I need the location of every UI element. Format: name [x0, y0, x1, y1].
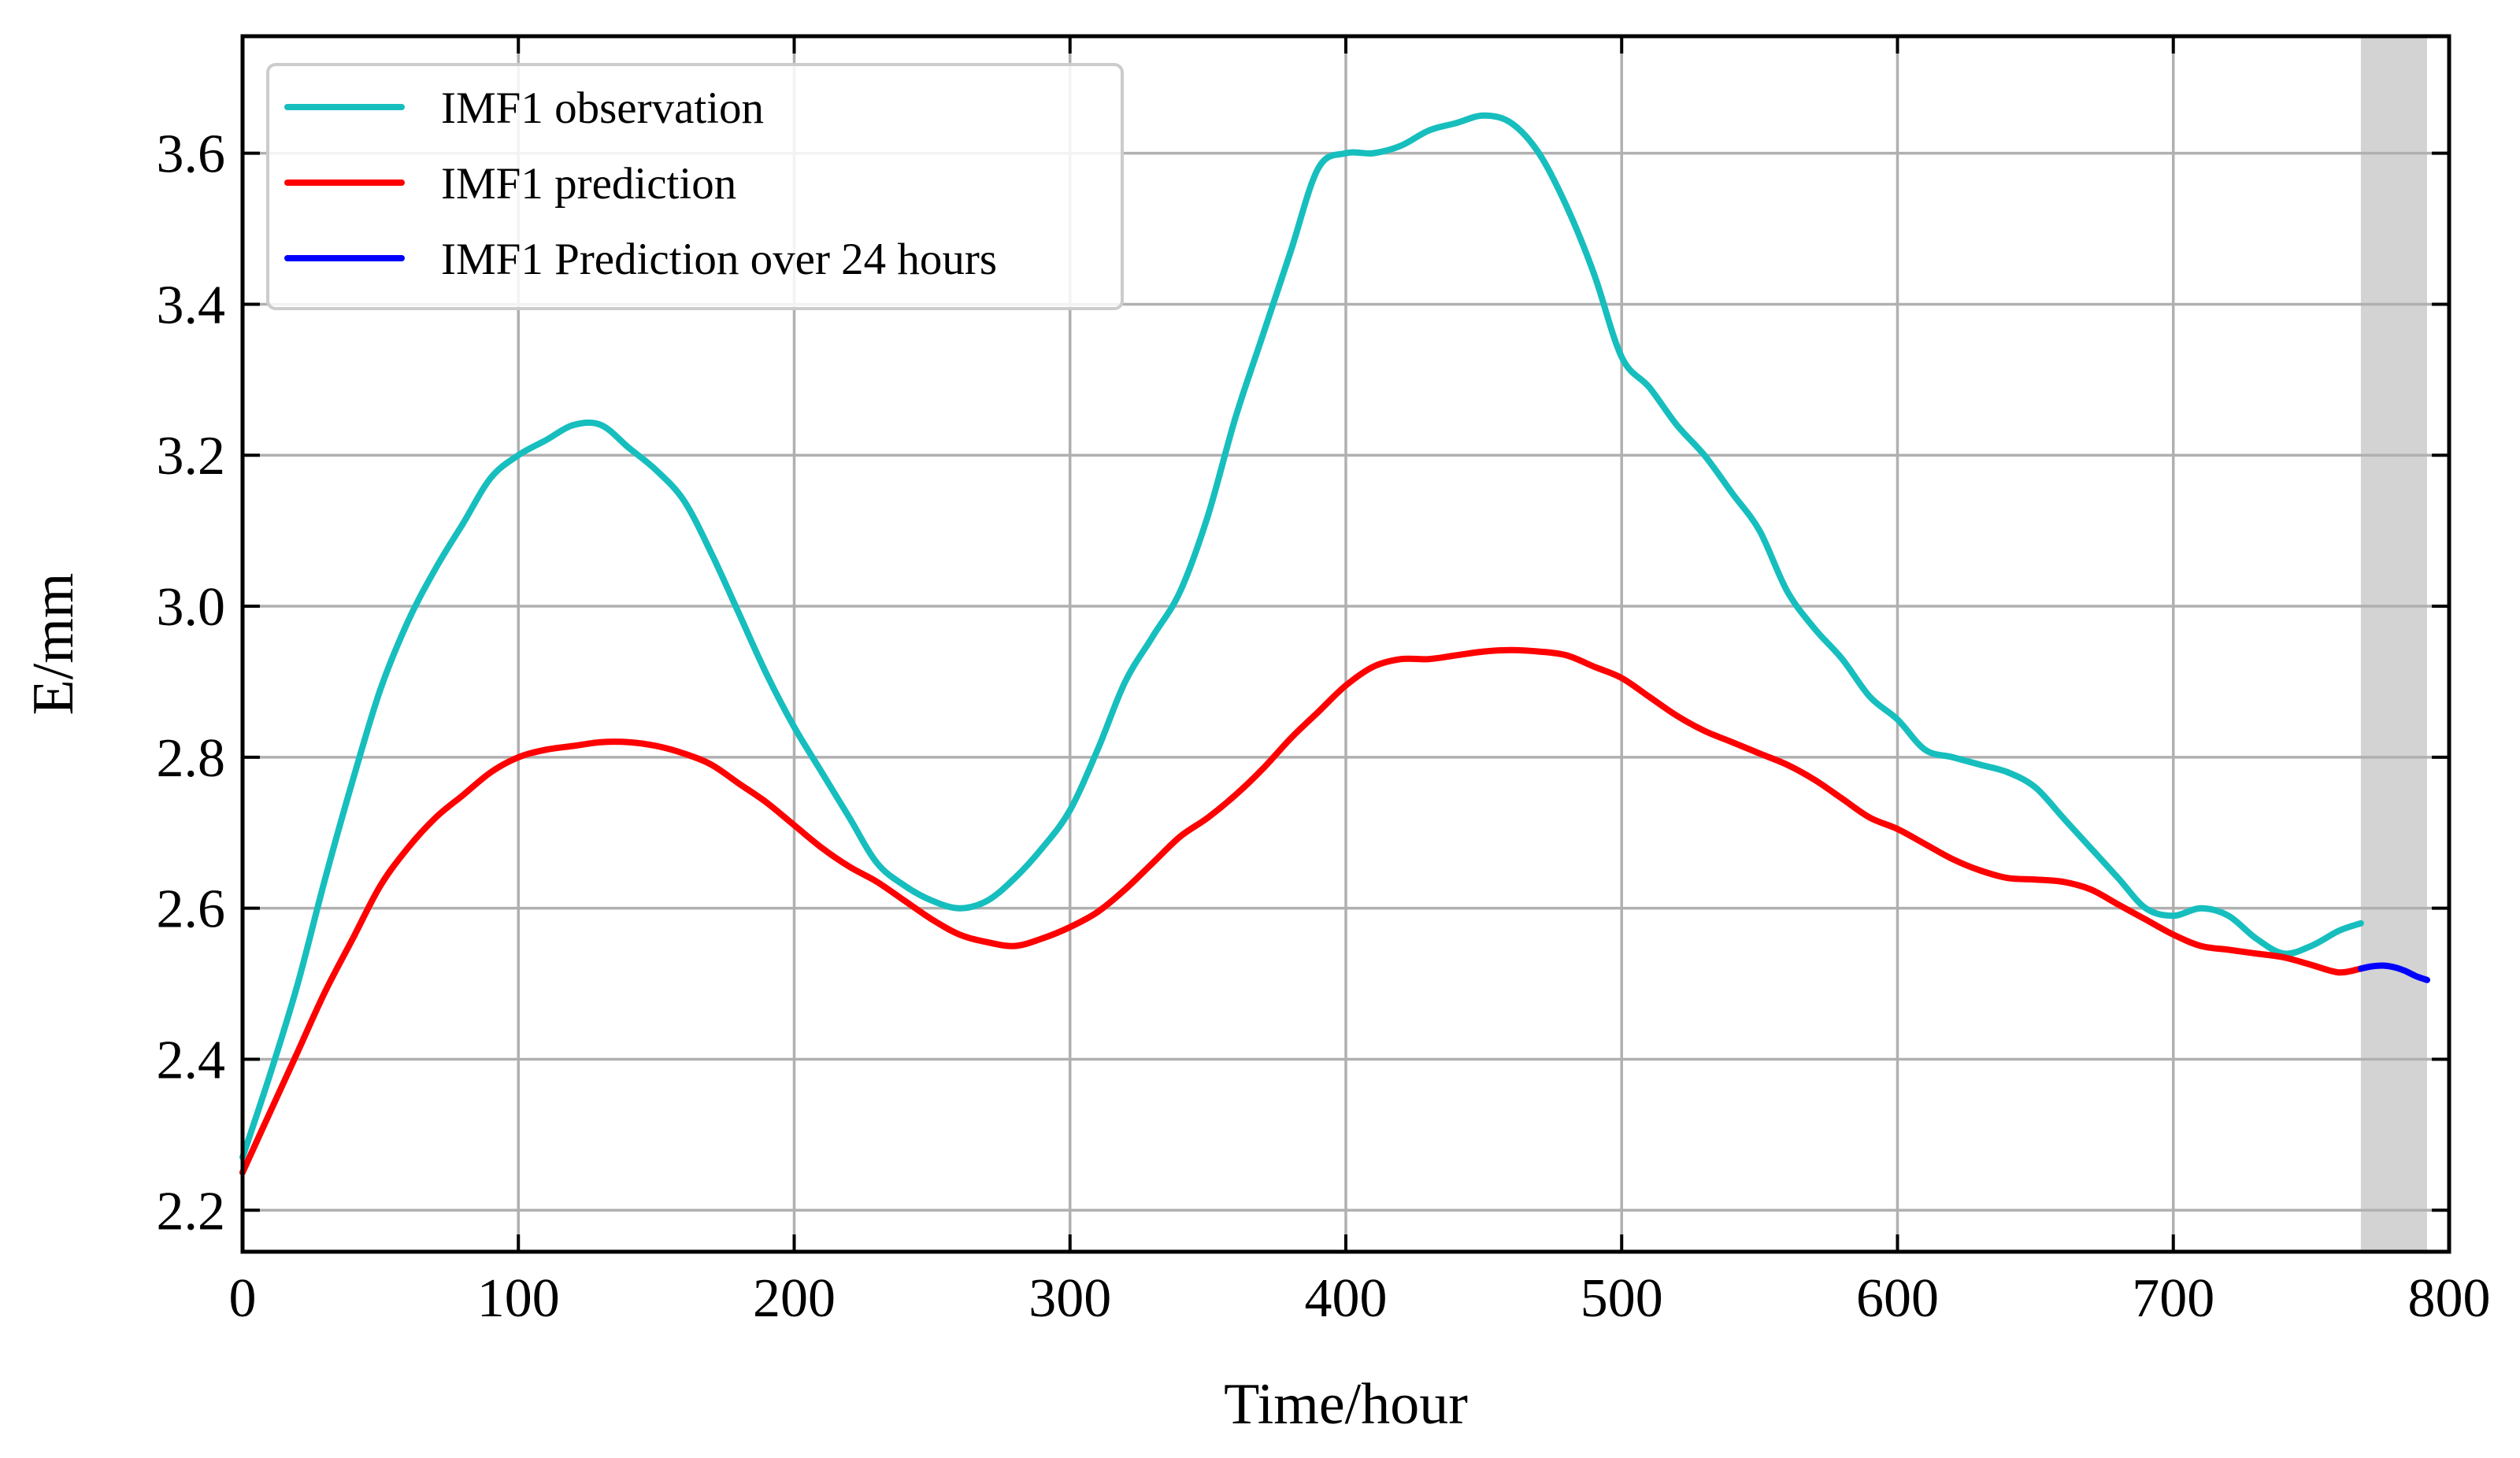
y-axis-title: E/mm — [21, 573, 86, 716]
x-tick-label: 500 — [1581, 1268, 1663, 1329]
legend-box — [266, 63, 1124, 310]
x-tick-label: 600 — [1856, 1268, 1939, 1329]
y-tick-label: 3.4 — [157, 275, 226, 335]
forecast-shaded-region — [2360, 36, 2427, 1252]
prediction-line — [239, 646, 2364, 1176]
y-tick-label: 2.8 — [157, 728, 226, 789]
legend-label: IMF1 observation — [441, 83, 764, 133]
x-tick-label: 400 — [1305, 1268, 1388, 1329]
x-tick-label: 700 — [2132, 1268, 2214, 1329]
x-tick-label: 200 — [753, 1268, 836, 1329]
legend-label: IMF1 prediction — [441, 159, 736, 209]
y-tick-label: 3.0 — [157, 577, 226, 638]
observation-line — [239, 112, 2364, 1161]
x-axis-title: Time/hour — [1224, 1372, 1468, 1437]
y-tick-label: 2.2 — [157, 1181, 226, 1242]
y-tick-label: 3.6 — [157, 124, 226, 185]
y-tick-label: 3.2 — [157, 426, 226, 487]
x-tick-label: 100 — [477, 1268, 560, 1329]
x-tick-label: 300 — [1028, 1268, 1111, 1329]
x-tick-label: 0 — [229, 1268, 257, 1329]
legend-label: IMF1 Prediction over 24 hours — [441, 235, 997, 284]
forecast-24h-line — [2357, 962, 2430, 983]
legend: IMF1 observation IMF1 prediction IMF1 Pred… — [266, 63, 1124, 310]
y-tick-label: 2.4 — [157, 1030, 226, 1090]
x-tick-label: 800 — [2408, 1268, 2491, 1329]
y-tick-label: 2.6 — [157, 879, 226, 940]
